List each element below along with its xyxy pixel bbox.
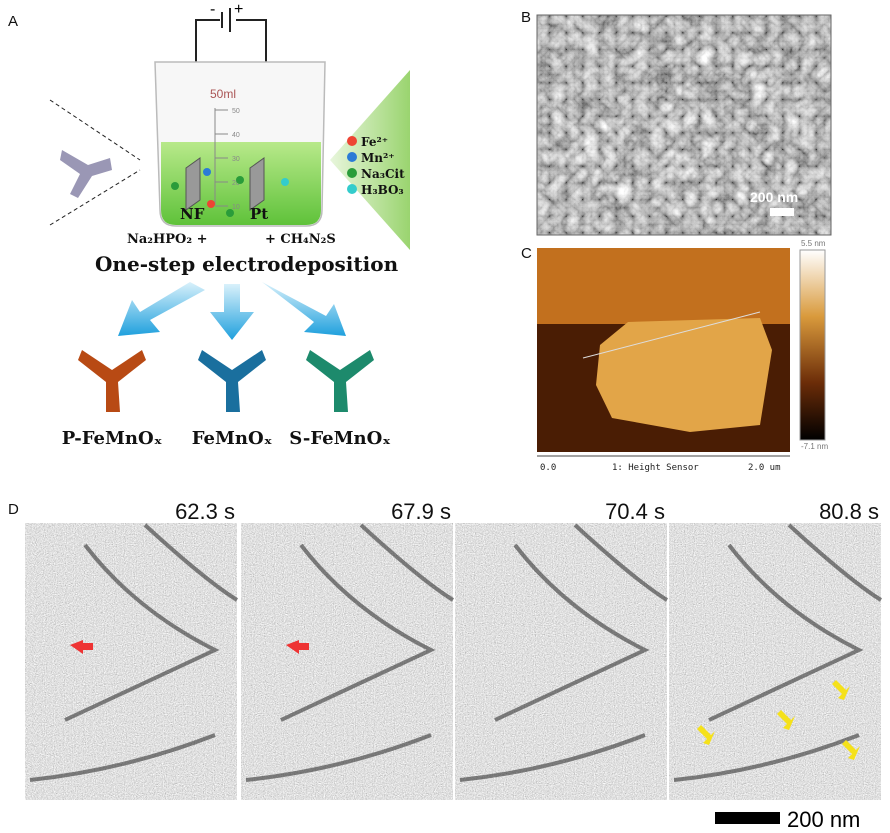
product-icon bbox=[78, 350, 146, 412]
panel-label: C bbox=[521, 245, 532, 262]
color-min: -7.1 nm bbox=[801, 442, 828, 451]
precursor: H₃BO₃ bbox=[361, 183, 404, 197]
view-lines bbox=[49, 99, 141, 226]
time-label: 67.9 s bbox=[391, 499, 451, 524]
beaker-scale: 50 40 30 20 10 bbox=[214, 108, 240, 211]
marker-arrow bbox=[842, 740, 860, 760]
marker-arrow bbox=[286, 640, 309, 654]
method: One-step electrodeposition bbox=[95, 252, 399, 276]
panel-label: B bbox=[521, 9, 531, 26]
marker-arrow bbox=[70, 640, 93, 654]
ions bbox=[171, 168, 289, 217]
filament bbox=[29, 523, 239, 782]
marker-arrow bbox=[697, 725, 715, 745]
scale-label: 30 bbox=[232, 156, 240, 163]
scale-label: 20 bbox=[232, 180, 240, 187]
scale-bar bbox=[770, 208, 794, 216]
scale-bar-label: 200 nm bbox=[787, 807, 860, 832]
product-label: P-FeMnOₓ bbox=[62, 428, 163, 449]
filament bbox=[673, 523, 883, 782]
precursor: Mn²⁺ bbox=[361, 151, 395, 165]
marker-arrow bbox=[777, 710, 795, 730]
tem-frame bbox=[669, 523, 881, 800]
filament bbox=[245, 523, 455, 782]
tripod-icon bbox=[60, 150, 112, 198]
time-label: 70.4 s bbox=[605, 499, 665, 524]
scale-label: 10 bbox=[232, 204, 240, 211]
tem-frame bbox=[241, 523, 453, 800]
additive: + CH₄N₂S bbox=[265, 232, 336, 247]
axis-end: 2.0 um bbox=[748, 463, 781, 473]
product-label: FeMnOₓ bbox=[192, 428, 273, 449]
color-max: 5.5 nm bbox=[801, 239, 826, 248]
filament bbox=[459, 523, 669, 782]
precursor: Fe²⁺ bbox=[361, 135, 388, 149]
panel-label: A bbox=[8, 13, 18, 30]
battery-plus: + bbox=[234, 1, 243, 18]
scale-label: 40 bbox=[232, 132, 240, 139]
arrows bbox=[118, 282, 346, 340]
electrode bbox=[249, 157, 265, 211]
tem-frame bbox=[25, 523, 237, 800]
additive: Na₂HPO₂ + bbox=[127, 232, 208, 247]
frame bbox=[536, 14, 832, 236]
electrode-label: Pt bbox=[250, 205, 268, 223]
product-icon bbox=[198, 350, 266, 412]
color-bar bbox=[799, 249, 826, 441]
panel-label: D bbox=[8, 501, 19, 518]
scale-bar-label: 200 nm bbox=[750, 189, 798, 205]
electrode bbox=[185, 157, 201, 211]
profile-line bbox=[582, 311, 761, 359]
scale-label: 50 bbox=[232, 108, 240, 115]
sem-image bbox=[537, 15, 831, 235]
battery-minus: - bbox=[210, 1, 215, 18]
beaker-volume: 50ml bbox=[210, 87, 236, 101]
channel: 1: Height Sensor bbox=[612, 463, 699, 473]
precursor: Na₃Cit bbox=[361, 167, 405, 181]
time-label: 80.8 s bbox=[819, 499, 879, 524]
product-label: S-FeMnOₓ bbox=[289, 428, 391, 449]
flake bbox=[596, 318, 772, 432]
marker-arrow bbox=[832, 680, 850, 700]
light-cone bbox=[330, 70, 410, 250]
tem-frame bbox=[455, 523, 667, 800]
afm-image bbox=[537, 248, 790, 324]
precursor-legend bbox=[347, 136, 357, 194]
time-label: 62.3 s bbox=[175, 499, 235, 524]
scale-bar bbox=[715, 812, 780, 824]
electrode-label: NF bbox=[180, 205, 205, 223]
axis-start: 0.0 bbox=[540, 463, 556, 473]
product-icon bbox=[306, 350, 374, 412]
